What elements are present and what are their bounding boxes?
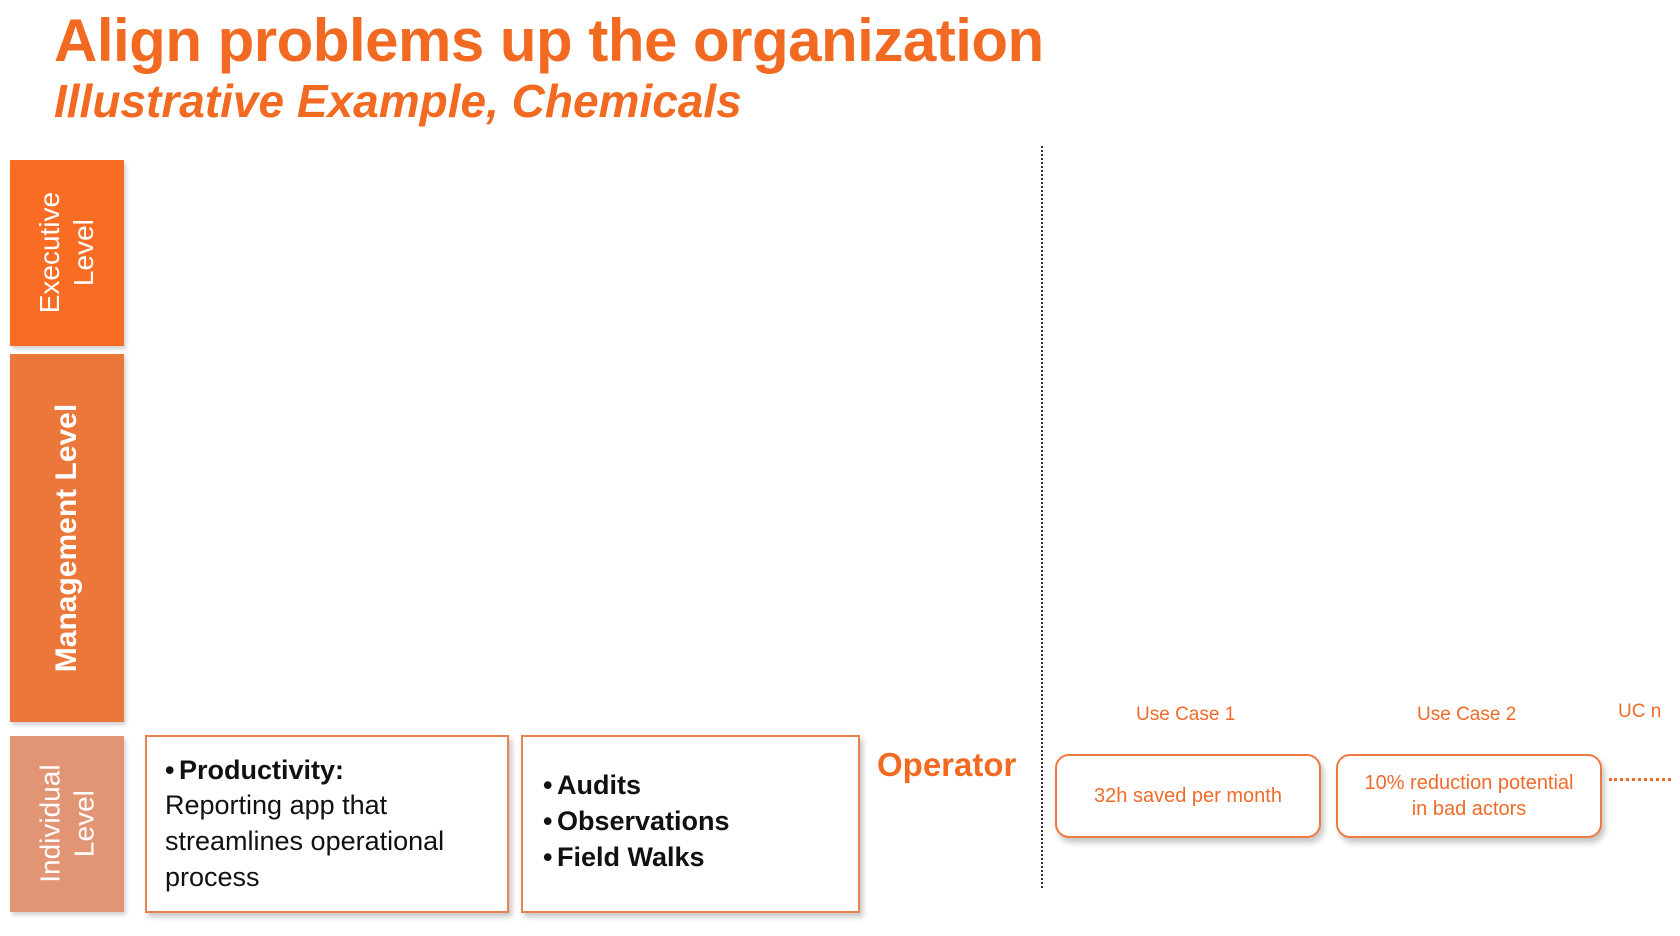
operator-role-label: Operator (877, 746, 1017, 783)
use-case-n-label: UC n (1618, 701, 1662, 722)
page-subtitle: Illustrative Example, Chemicals (54, 75, 742, 127)
use-case-1-value: 32h saved per month (1094, 785, 1282, 807)
management-level-label: Management Level (50, 403, 84, 673)
bullet: • (543, 770, 553, 800)
individual-level-band: Individual Level (10, 736, 124, 912)
productivity-heading: • Productivity: (165, 753, 489, 787)
bullet: • (543, 842, 553, 872)
executive-level-label: Executive Level (34, 192, 99, 314)
list-item: • Observations (543, 803, 838, 839)
use-case-2-value: 10% reduction potential in bad actors (1364, 772, 1574, 820)
list-item: • Field Walks (543, 839, 838, 875)
use-case-2-card: 10% reduction potential in bad actors (1336, 754, 1602, 838)
activity-field-walks: Field Walks (557, 842, 705, 872)
use-case-1-label: Use Case 1 (1136, 704, 1236, 725)
individual-level-label: Individual Level (34, 764, 99, 884)
activities-list: • Audits • Observations • Field Walks (543, 767, 838, 875)
page-title: Align problems up the organization (54, 7, 1044, 74)
productivity-heading-text: Productivity: (179, 755, 345, 785)
list-item: • Audits (543, 767, 838, 803)
management-level-band: Management Level (10, 354, 124, 722)
dotted-divider (1041, 146, 1043, 888)
executive-level-band: Executive Level (10, 160, 124, 346)
activities-box: • Audits • Observations • Field Walks (521, 735, 860, 913)
activity-observations: Observations (557, 806, 730, 836)
use-case-2-label: Use Case 2 (1417, 704, 1517, 725)
use-case-1-card: 32h saved per month (1055, 754, 1321, 838)
activity-audits: Audits (557, 770, 641, 800)
bullet: • (165, 755, 175, 785)
more-use-cases-ellipsis (1609, 778, 1671, 781)
productivity-box: • Productivity: Reporting app that stream… (145, 735, 509, 913)
bullet: • (543, 806, 553, 836)
productivity-description: Reporting app that streamlines operation… (165, 790, 445, 892)
